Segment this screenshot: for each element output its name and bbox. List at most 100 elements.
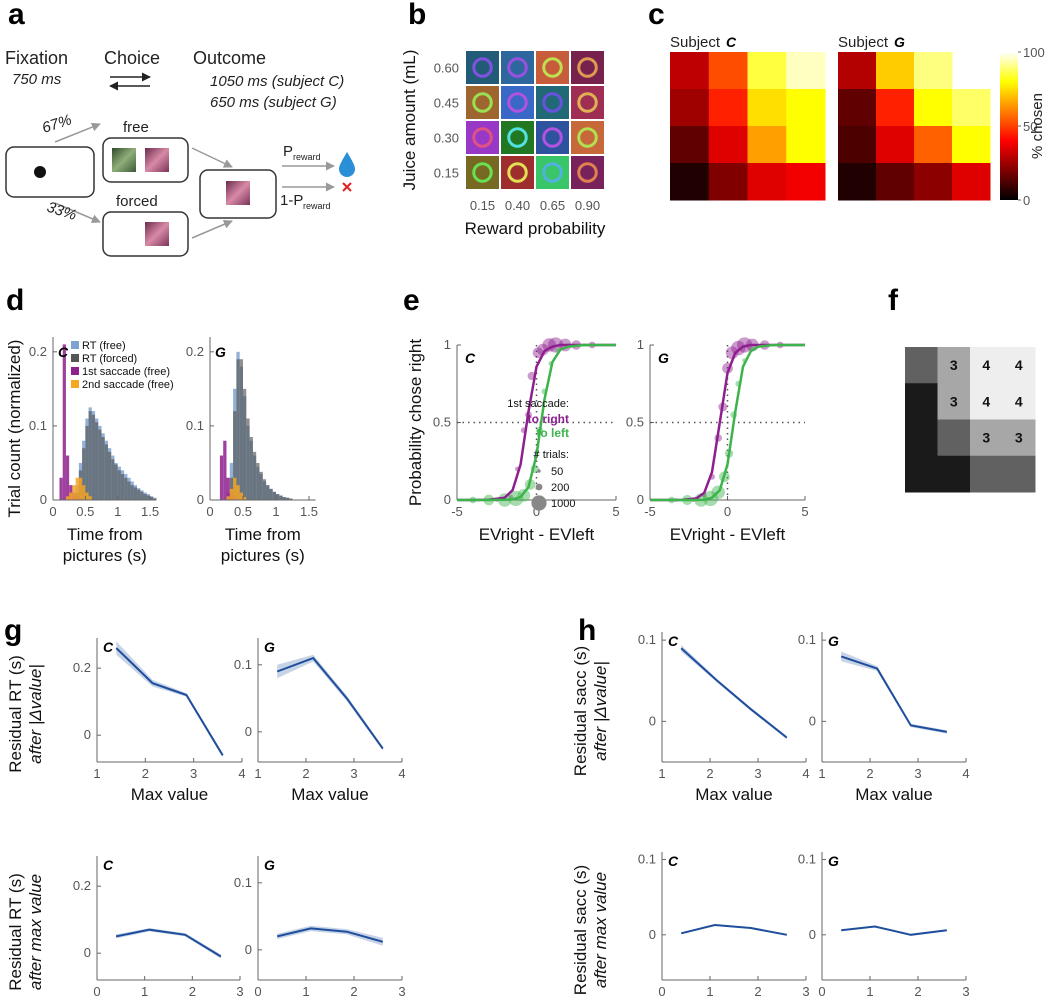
histogram-bar <box>276 494 280 500</box>
subject-label: C <box>103 639 114 655</box>
line <box>680 923 787 936</box>
heatmap-cell <box>914 52 953 90</box>
matrix-cell <box>970 455 1003 493</box>
histogram-bar <box>262 479 267 500</box>
histogram-bar <box>226 477 230 500</box>
histogram-bar <box>153 498 157 500</box>
x-tick-label: 2 <box>754 984 761 998</box>
data-point <box>532 347 544 359</box>
stimulus-texture <box>507 162 528 183</box>
x-tick-label: 0.65 <box>540 198 565 213</box>
x-tick-label: 4 <box>398 766 405 781</box>
panel-letter: b <box>408 0 426 31</box>
x-tick-label: 1 <box>93 766 100 781</box>
label: forced <box>116 193 158 210</box>
label: 650 ms (subject G) <box>210 94 337 111</box>
x-tick-label: 2 <box>914 984 921 998</box>
histogram-bar <box>124 477 128 500</box>
histogram-bar <box>246 418 250 500</box>
stimulus-picture <box>501 51 534 84</box>
x-tick-label: 2 <box>866 766 873 781</box>
label: P <box>283 143 293 160</box>
label: free <box>123 119 149 136</box>
heatmap-cell <box>708 52 748 90</box>
stimulus-picture <box>536 51 569 84</box>
x-tick-label: 3 <box>962 984 969 998</box>
stimulus-texture <box>472 92 493 113</box>
legend-swatch <box>71 367 79 375</box>
histogram-bar <box>243 497 247 500</box>
subject-label: C <box>668 853 679 869</box>
colorbar-tick-label: 50 <box>1023 119 1037 134</box>
matrix-cell <box>905 347 938 384</box>
x-axis-label: pictures (s) <box>221 546 305 565</box>
y-tick-label: 0.1 <box>234 657 252 672</box>
x-tick-label: 1 <box>272 504 279 519</box>
cell-label: 4 <box>982 357 990 373</box>
line <box>840 655 947 733</box>
legend-label: to right <box>528 412 569 426</box>
histogram-bar <box>146 495 151 500</box>
histogram-bar <box>150 497 154 500</box>
y-tick-label: 0 <box>245 942 252 957</box>
confidence-band <box>277 925 383 946</box>
x-tick-label: 3 <box>236 984 243 998</box>
cell-label: 3 <box>1015 430 1023 446</box>
histogram-bar <box>65 496 70 500</box>
heatmap-cell <box>876 126 915 164</box>
picture <box>145 148 169 172</box>
histogram-bar <box>88 496 92 500</box>
size-legend-marker <box>531 495 547 511</box>
histogram-bar <box>219 455 224 500</box>
matrix-cell <box>1002 419 1036 457</box>
matrix-cell <box>937 383 971 420</box>
picture <box>112 148 136 172</box>
colorbar <box>1000 52 1018 200</box>
histogram-bar <box>82 485 86 500</box>
y-axis-label: Residual sacc (s) <box>571 865 590 995</box>
histogram-bar <box>91 414 96 500</box>
histogram-bar <box>82 448 86 500</box>
legend-label: to left <box>536 426 569 440</box>
histogram-bar <box>107 451 112 500</box>
subject-label: G <box>264 639 275 655</box>
stimulus-picture <box>571 156 604 189</box>
y-tick-label: 0 <box>40 492 47 507</box>
label: Choice <box>104 48 160 68</box>
y-tick-label: 0.5 <box>626 415 644 430</box>
histogram-bar <box>65 455 70 500</box>
legend-label: 200 <box>551 482 569 494</box>
label: Fixation <box>5 48 68 68</box>
y-tick-label: 0.2 <box>186 344 204 359</box>
label: 1-P <box>280 192 303 209</box>
y-tick-label: 0.5 <box>433 415 451 430</box>
x-axis-label: Max value <box>855 785 932 804</box>
histogram-bar <box>252 451 257 500</box>
x-axis-label: Reward probability <box>465 219 606 238</box>
line <box>115 928 222 958</box>
subject-label: C <box>103 857 114 873</box>
heatmap-cell <box>876 163 915 201</box>
heatmap-cell <box>914 126 953 164</box>
heatmap-cell <box>786 52 826 90</box>
y-tick-label: 0.1 <box>29 418 47 433</box>
x-axis-label: Max value <box>291 785 368 804</box>
matrix-cell <box>1002 347 1036 384</box>
subject-label: C <box>465 350 476 366</box>
histogram-bar <box>85 492 89 500</box>
histogram-bar <box>111 459 115 500</box>
x-tick-label: 1.5 <box>300 504 318 519</box>
panel-letter: a <box>8 0 25 31</box>
histogram-bar <box>120 474 125 500</box>
x-tick-label: -5 <box>644 504 656 519</box>
y-axis-label: Probability chose right <box>406 339 425 507</box>
stimulus-texture <box>472 57 493 78</box>
data-point <box>542 338 557 352</box>
histogram-bar <box>226 496 230 500</box>
matrix-cell <box>1002 383 1036 420</box>
stimulus-texture <box>577 92 598 113</box>
stimulus-texture <box>577 57 598 78</box>
legend-swatch <box>71 354 79 362</box>
y-tick-label: 0.1 <box>638 632 656 647</box>
